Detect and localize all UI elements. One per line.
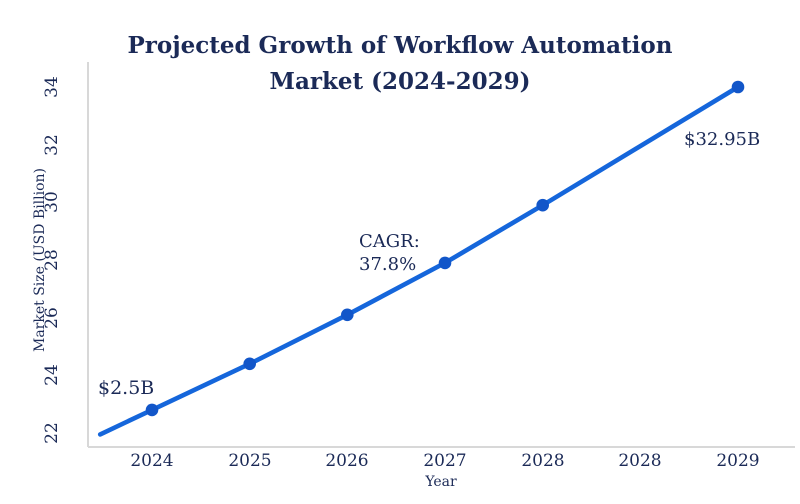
x-tick-2027: 2027 <box>423 451 467 471</box>
x-tick-2026: 2026 <box>325 451 369 471</box>
x-tick-2024: 2024 <box>130 451 174 471</box>
chart-title: Projected Growth of Workflow Automation … <box>0 28 800 100</box>
y-tick-30: 30 <box>42 191 62 213</box>
chart-title-line2: Market (2024-2029) <box>269 68 531 95</box>
y-tick-28: 28 <box>42 249 62 271</box>
chart-title-line1: Projected Growth of Workflow Automation <box>127 32 673 59</box>
annotation-last-value: $32.95B <box>684 129 761 150</box>
data-point-2024 <box>145 403 159 417</box>
y-tick-34: 34 <box>42 76 62 98</box>
annotation-cagr-line1: CAGR: <box>359 231 420 252</box>
x-tick-2028-a: 2028 <box>521 451 565 471</box>
annotation-first-value: $2.5B <box>98 377 155 399</box>
data-point-2025 <box>243 357 256 371</box>
y-tick-22: 22 <box>42 422 62 444</box>
y-tick-24: 24 <box>42 364 62 386</box>
x-tick-2028-b: 2028 <box>618 451 662 471</box>
data-point-2027 <box>438 256 452 270</box>
annotation-cagr: CAGR: 37.8% <box>359 230 420 276</box>
x-tick-2029: 2029 <box>716 451 760 471</box>
x-axis-label: Year <box>425 474 457 490</box>
y-tick-26: 26 <box>42 307 62 329</box>
data-point-2028 <box>536 198 549 212</box>
annotation-cagr-line2: 37.8% <box>359 254 417 275</box>
data-point-2029 <box>731 80 745 94</box>
y-tick-32: 32 <box>42 134 62 156</box>
x-tick-2025: 2025 <box>228 451 272 471</box>
data-point-2026 <box>341 308 354 322</box>
